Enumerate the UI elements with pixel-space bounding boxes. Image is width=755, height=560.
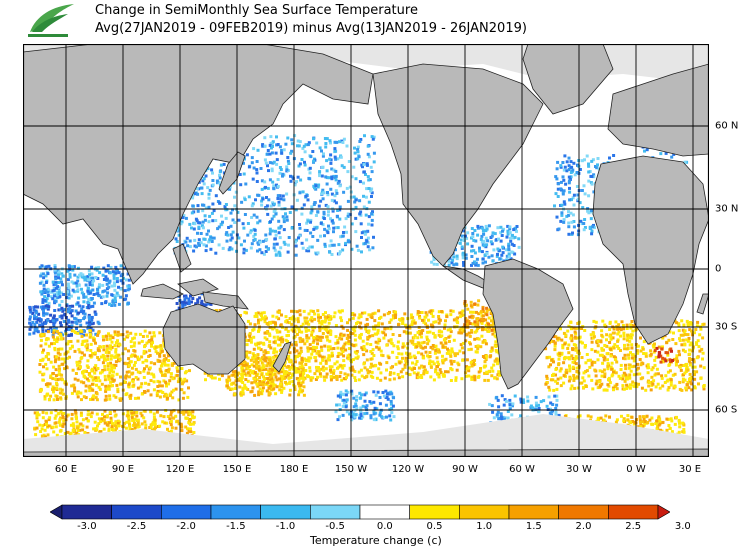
colorbar-cell bbox=[310, 504, 361, 520]
colorbar-cell bbox=[161, 504, 212, 520]
colorbar-tick-label: -0.5 bbox=[325, 521, 345, 532]
lon-label-150e: 150 E bbox=[222, 464, 252, 475]
land-greenland bbox=[522, 44, 614, 115]
lon-label-150w: 150 W bbox=[334, 464, 368, 475]
colorbar-tick-label: -1.0 bbox=[275, 521, 296, 532]
lon-label-90e: 90 E bbox=[111, 464, 135, 475]
map-frame bbox=[23, 44, 709, 457]
colorbar-cell bbox=[409, 504, 460, 520]
lon-label-180e: 180 E bbox=[279, 464, 309, 475]
lon-label-90w: 90 W bbox=[452, 464, 478, 475]
land-africa bbox=[592, 155, 709, 345]
colorbar-tick-label: 0.5 bbox=[426, 521, 443, 532]
grid-lines bbox=[23, 44, 709, 457]
colorbar-tick-label: 1.5 bbox=[525, 521, 542, 532]
colorbar-cell bbox=[210, 504, 261, 520]
colorbar-cell bbox=[359, 504, 410, 520]
colorbar-tick-label: -3.0 bbox=[77, 521, 97, 532]
lon-label-30w: 30 W bbox=[566, 464, 592, 475]
colorbar-tick-label: 0.0 bbox=[376, 521, 393, 532]
chart-title: Change in SemiMonthly Sea Surface Temper… bbox=[95, 2, 527, 38]
lat-label-30s: 30 S bbox=[715, 321, 738, 333]
colorbar-cell bbox=[459, 504, 510, 520]
colorbar-tick-label: 1.0 bbox=[476, 521, 493, 532]
land-new-zealand bbox=[272, 341, 292, 373]
land-south-america bbox=[482, 258, 574, 390]
colorbar bbox=[50, 504, 670, 520]
colorbar-cell bbox=[558, 504, 609, 520]
lon-label-60e: 60 E bbox=[54, 464, 78, 475]
colorbar-cell bbox=[111, 504, 162, 520]
land-madagascar bbox=[696, 293, 709, 315]
sst-change-map bbox=[23, 44, 709, 457]
colorbar-tick-label: -2.5 bbox=[126, 521, 147, 532]
land-asia bbox=[23, 44, 374, 285]
colorbar-low-arrow bbox=[50, 504, 63, 520]
colorbar-tick-label: -1.5 bbox=[226, 521, 246, 532]
colorbar-unit-label: Temperature change (c) bbox=[310, 534, 442, 547]
title-line-2: Avg(27JAN2019 - 09FEB2019) minus Avg(13J… bbox=[95, 21, 527, 36]
colorbar-cell bbox=[61, 504, 112, 520]
land-north-america bbox=[372, 63, 544, 267]
lon-label-120w: 120 W bbox=[391, 464, 425, 475]
lat-label-60n: 60 N bbox=[715, 120, 739, 132]
lat-label-30n: 30 N bbox=[715, 203, 739, 215]
leaf-logo-icon bbox=[28, 4, 74, 37]
colorbar-tick-label: 2.5 bbox=[625, 521, 642, 532]
colorbar-cell bbox=[608, 504, 659, 520]
land-antarctica bbox=[23, 448, 709, 457]
land-australia bbox=[162, 303, 246, 375]
lon-label-30e: 30 E bbox=[678, 464, 702, 475]
lat-label-60s: 60 S bbox=[715, 404, 738, 416]
lon-label-0w: 0 W bbox=[626, 464, 646, 475]
land-masses bbox=[23, 44, 709, 457]
title-line-1: Change in SemiMonthly Sea Surface Temper… bbox=[95, 3, 418, 18]
land-indonesia bbox=[140, 243, 219, 300]
colorbar-cell bbox=[260, 504, 311, 520]
lon-label-120e: 120 E bbox=[165, 464, 195, 475]
lon-label-60w: 60 W bbox=[509, 464, 535, 475]
colorbar-tick-label: -2.0 bbox=[176, 521, 196, 532]
colorbar-tick-label: 2.0 bbox=[575, 521, 592, 532]
lat-label-0: 0 bbox=[715, 263, 722, 275]
colorbar-high-arrow bbox=[657, 504, 670, 520]
colorbar-cell bbox=[508, 504, 559, 520]
land-europe bbox=[607, 63, 709, 157]
colorbar-tick-label: 3.0 bbox=[674, 521, 691, 532]
